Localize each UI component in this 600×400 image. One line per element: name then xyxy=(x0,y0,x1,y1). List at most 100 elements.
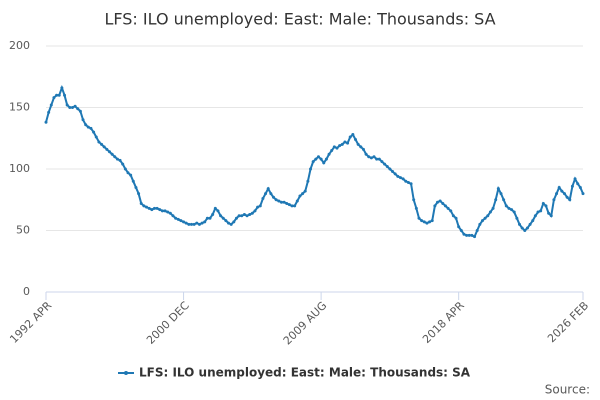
point xyxy=(184,221,188,225)
point xyxy=(478,222,482,226)
point xyxy=(187,222,191,226)
point xyxy=(76,107,80,111)
point xyxy=(398,176,402,180)
point xyxy=(518,222,522,226)
point xyxy=(515,216,519,220)
point xyxy=(158,208,162,212)
point xyxy=(377,157,381,161)
x-tick-label: 2018 APR xyxy=(420,299,467,346)
point xyxy=(171,214,175,218)
point xyxy=(237,214,241,218)
y-tick-label: 50 xyxy=(16,224,30,237)
point xyxy=(306,179,310,183)
point xyxy=(301,192,305,196)
point xyxy=(552,198,556,202)
point xyxy=(430,219,434,223)
point xyxy=(525,226,529,230)
point xyxy=(446,206,450,210)
point xyxy=(475,229,479,232)
point xyxy=(531,219,535,223)
point xyxy=(229,222,233,226)
point xyxy=(240,214,244,218)
point xyxy=(269,192,273,196)
point xyxy=(264,192,268,196)
point xyxy=(84,123,88,127)
point xyxy=(541,201,545,205)
point xyxy=(94,135,98,139)
point xyxy=(502,198,506,202)
point xyxy=(465,233,469,237)
point xyxy=(49,103,53,107)
point xyxy=(401,177,405,181)
point xyxy=(290,204,294,208)
point xyxy=(436,200,440,204)
point xyxy=(227,221,231,225)
point xyxy=(78,109,82,113)
point xyxy=(224,219,228,223)
point xyxy=(510,208,514,212)
point xyxy=(266,187,270,191)
point xyxy=(113,155,117,159)
point xyxy=(258,204,262,208)
point xyxy=(494,198,498,202)
legend-swatch xyxy=(124,371,128,375)
point xyxy=(176,217,180,221)
point xyxy=(163,209,167,213)
point xyxy=(547,211,551,215)
point xyxy=(219,214,223,218)
point xyxy=(425,221,429,225)
point xyxy=(388,167,392,171)
point xyxy=(200,221,204,225)
point xyxy=(192,222,196,226)
point xyxy=(438,199,442,203)
point xyxy=(319,157,323,161)
point xyxy=(330,149,334,153)
point xyxy=(361,147,365,151)
point xyxy=(483,216,487,220)
point xyxy=(234,216,238,220)
point xyxy=(523,229,527,232)
point xyxy=(528,222,532,226)
point xyxy=(324,157,328,161)
y-tick-label: 150 xyxy=(9,101,30,114)
point xyxy=(417,216,421,220)
point xyxy=(279,200,283,204)
source-label: Source: xyxy=(545,383,590,397)
point xyxy=(232,220,236,224)
point xyxy=(520,226,524,230)
point xyxy=(536,210,540,214)
point xyxy=(248,213,252,217)
point xyxy=(102,145,106,149)
point xyxy=(89,126,93,130)
point xyxy=(131,179,135,183)
point xyxy=(311,160,315,164)
point xyxy=(303,189,307,193)
point xyxy=(457,225,461,229)
point xyxy=(512,210,516,214)
point xyxy=(70,106,74,109)
point xyxy=(245,214,249,218)
point xyxy=(409,182,413,186)
x-tick-label: 2026 FEB xyxy=(545,299,591,345)
point xyxy=(343,140,347,144)
point xyxy=(271,195,275,199)
point xyxy=(208,216,212,220)
y-tick-label: 200 xyxy=(9,39,30,52)
point xyxy=(155,206,159,210)
point xyxy=(195,221,199,225)
point xyxy=(359,145,363,149)
point xyxy=(152,206,156,210)
point xyxy=(274,198,278,202)
point xyxy=(277,199,281,203)
point xyxy=(340,142,344,146)
point xyxy=(55,93,59,97)
point xyxy=(110,152,114,156)
point xyxy=(327,152,331,156)
point xyxy=(473,235,477,239)
point xyxy=(346,141,350,145)
point xyxy=(470,233,474,237)
point xyxy=(126,171,130,175)
point xyxy=(107,150,111,154)
x-tick-label: 2000 DEC xyxy=(144,299,192,347)
point xyxy=(367,155,371,159)
